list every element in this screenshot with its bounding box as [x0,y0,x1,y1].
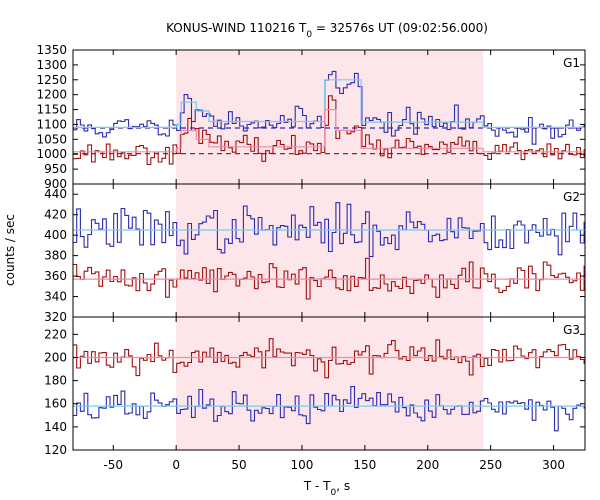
x-axis-title: T - T0, s [303,479,350,498]
y-tick-label: 1100 [36,117,67,131]
x-tick-label: -50 [103,458,123,472]
x-tick-label: 0 [172,458,180,472]
x-tick-label: 100 [291,458,314,472]
y-tick-label: 1350 [36,43,67,57]
x-tick-label: 150 [353,458,376,472]
fit-line-2 [73,109,585,153]
x-tick-label: 200 [416,458,439,472]
y-tick-label: 1000 [36,147,67,161]
y-tick-label: 200 [44,350,67,364]
y-tick-label: 140 [44,420,67,434]
y-tick-label: 380 [44,249,67,263]
y-tick-label: 1200 [36,88,67,102]
panel-label: G1 [563,56,580,70]
series-histogram-2 [73,257,585,300]
y-tick-label: 400 [44,228,67,242]
x-tick-label: 300 [542,458,565,472]
y-tick-label: 360 [44,269,67,283]
y-tick-label: 340 [44,290,67,304]
panel-g2: 320 340 360 380 400 420 440 G2 [44,183,586,324]
panel-label: G2 [563,190,580,204]
x-tick-label: 250 [479,458,502,472]
y-tick-label: 950 [44,162,67,176]
panel-frame [72,316,586,451]
series-histogram-1 [73,338,585,379]
panel-label: G3 [563,323,580,337]
y-axis-title: counts / sec [3,214,17,286]
y-tick-label: 1050 [36,132,67,146]
fit-line-1 [73,79,585,128]
y-tick-label: 1300 [36,58,67,72]
y-tick-label: 440 [44,187,67,201]
y-tick-label: 320 [44,310,67,324]
x-tick-label: 50 [231,458,246,472]
y-tick-label: 420 [44,208,67,222]
y-tick-label: 120 [44,443,67,457]
plot-area: 90095010001050110011501200125013001350G1… [36,43,586,472]
chart-title: KONUS-WIND 110216 T0 = 32576s UT (09:02:… [166,21,488,40]
y-tick-label: 180 [44,374,67,388]
series-histogram-1 [73,202,585,258]
y-tick-label: 1150 [36,103,67,117]
y-tick-label: 220 [44,327,67,341]
y-tick-label: 1250 [36,73,67,87]
y-tick-label: 160 [44,397,67,411]
y-tick-label: 900 [44,177,67,191]
panel-g3: 120 140 160 180 200 220 G3 [44,316,586,457]
